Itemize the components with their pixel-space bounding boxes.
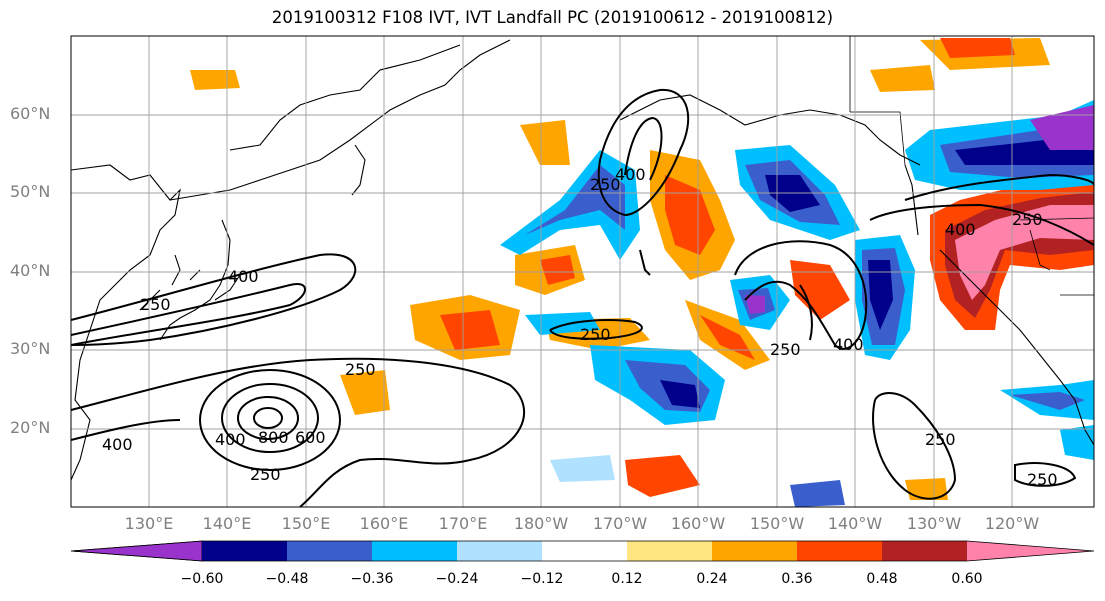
negative-anomaly-region: [660, 380, 700, 408]
contour-label: 250: [770, 340, 801, 359]
colorbar-tick-label: 0.12: [611, 571, 643, 587]
positive-anomaly-region: [905, 478, 948, 500]
contour-label: 400: [615, 165, 646, 184]
contour-label: 400: [833, 335, 864, 354]
contour-label: 800: [258, 428, 289, 447]
colorbar-tick-label: 0.24: [696, 571, 728, 587]
longitude-label: 160°W: [670, 514, 726, 533]
colorbar: [70, 540, 1095, 562]
contour-label: 400: [228, 267, 259, 286]
positive-anomaly-region: [665, 175, 715, 255]
colorbar-tick-label: −0.12: [520, 571, 564, 587]
latitude-label: 20°N: [10, 418, 51, 437]
ivt-shading: [190, 38, 1094, 507]
positive-anomaly-region: [625, 455, 700, 497]
positive-anomaly-region: [340, 370, 390, 415]
longitude-label: 160°E: [359, 514, 409, 533]
longitude-label: 150°E: [281, 514, 331, 533]
contour-label: 400: [945, 220, 976, 239]
contour-label: 250: [1027, 470, 1058, 489]
ivt-contours: [71, 88, 1094, 507]
longitude-label: 180°W: [513, 514, 569, 533]
negative-anomaly-region: [955, 125, 1094, 165]
positive-anomaly-region: [190, 70, 240, 90]
negative-anomaly-region: [790, 480, 845, 507]
map-title: 2019100312 F108 IVT, IVT Landfall PC (20…: [271, 8, 834, 27]
longitude-label: 170°W: [592, 514, 648, 533]
latitude-label: 60°N: [10, 104, 51, 123]
contour-label: 400: [102, 435, 133, 454]
longitude-label: 170°E: [438, 514, 488, 533]
latitude-label: 40°N: [10, 261, 51, 280]
colorbar-tick-label: −0.60: [180, 571, 224, 587]
colorbar-tick-label: 0.60: [951, 571, 983, 587]
negative-anomaly-region: [868, 260, 893, 330]
contour-label: 250: [1012, 210, 1043, 229]
colorbar-tick-label: −0.48: [265, 571, 309, 587]
longitude-label: 140°W: [827, 514, 883, 533]
borders: [849, 36, 1094, 296]
negative-anomaly-region: [1060, 425, 1094, 460]
longitude-label: 140°E: [202, 514, 252, 533]
positive-anomaly-region: [940, 38, 1015, 58]
positive-anomaly-region: [520, 120, 570, 165]
positive-anomaly-region: [700, 315, 755, 360]
contour-label: 250: [590, 175, 621, 194]
contour-label: 250: [580, 325, 611, 344]
negative-anomaly-region: [1030, 105, 1094, 150]
negative-anomaly-region: [525, 312, 600, 335]
negative-anomaly-region: [550, 455, 615, 482]
latitude-label: 30°N: [10, 339, 51, 358]
longitude-label: 120°W: [984, 514, 1040, 533]
map-frame: [70, 35, 1095, 508]
positive-anomaly-region: [540, 255, 575, 285]
map-plot-area: 250 400 800 600 250 400 250 250 400 250 …: [71, 36, 1094, 507]
contour-label-group: 250 400 800 600 250 400 250 250 400 250 …: [102, 165, 1058, 489]
negative-anomaly-region: [765, 175, 820, 212]
longitude-label: 130°W: [906, 514, 962, 533]
latitude-label: 50°N: [10, 182, 51, 201]
longitude-label: 130°E: [124, 514, 174, 533]
contour-label: 400: [215, 430, 246, 449]
negative-anomaly-region: [745, 295, 765, 314]
positive-anomaly-region: [790, 260, 850, 320]
positive-anomaly-region: [440, 310, 500, 350]
gridlines: [71, 36, 1094, 507]
contour-label: 250: [345, 360, 376, 379]
colorbar-tick-label: 0.48: [866, 571, 898, 587]
colorbar-tick-label: −0.24: [435, 571, 479, 587]
contour-label: 600: [295, 428, 326, 447]
contour-label: 250: [925, 430, 956, 449]
contour-label: 250: [250, 465, 281, 484]
negative-anomaly-region: [1010, 392, 1085, 410]
positive-anomaly-region: [870, 65, 935, 92]
longitude-label: 150°W: [749, 514, 805, 533]
contour-label: 250: [140, 295, 171, 314]
colorbar-tick-label: 0.36: [781, 571, 813, 587]
positive-anomaly-region: [955, 205, 1094, 300]
colorbar-tick-label: −0.36: [350, 571, 394, 587]
